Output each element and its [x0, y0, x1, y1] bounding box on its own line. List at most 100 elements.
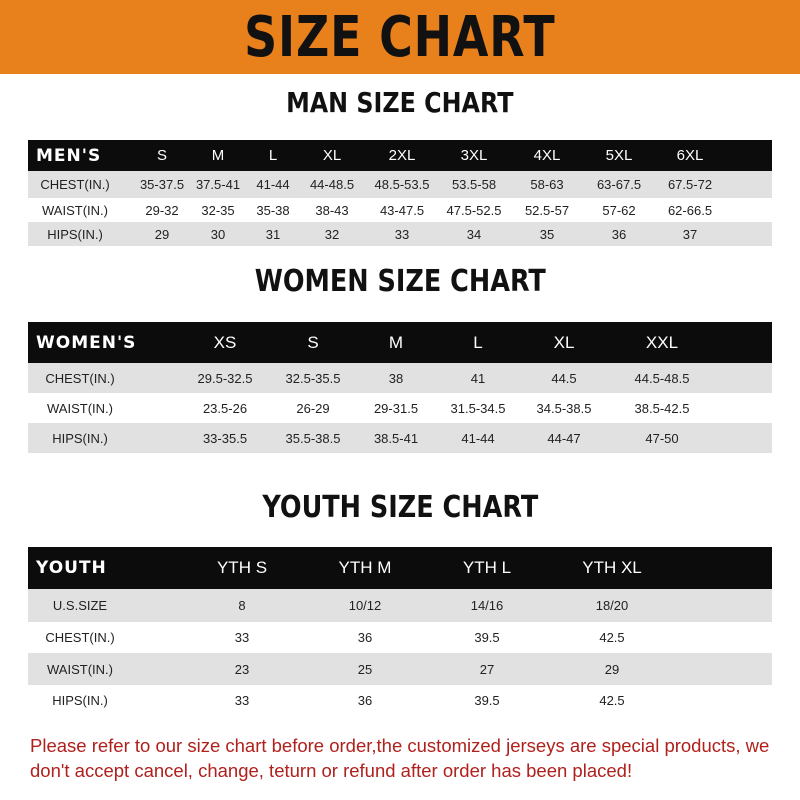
table-row: CHEST(IN.) 29.5-32.5 32.5-35.5 38 41 44.5 44.5… [28, 363, 772, 393]
table-cell: 36 [357, 693, 373, 708]
table-cell: 23.5-26 [202, 400, 248, 416]
size-header: XL [553, 332, 575, 352]
table-header-row: MEN'S S M L XL 2XL 3XL 4XL 5XL 6XL [28, 140, 772, 171]
table-cell: 32 [324, 226, 340, 242]
table-cell: 29-31.5 [373, 400, 419, 416]
women-size-table: WOMEN'S XS S M L XL XXL CHEST(IN.) 29.5-32.5 32.5… [28, 322, 772, 453]
table-cell: 14/16 [470, 598, 504, 613]
size-header: S [307, 332, 319, 352]
size-header: 6XL [676, 147, 704, 164]
table-cell: 42.5 [599, 630, 625, 645]
table-cell: 44-47 [547, 430, 581, 446]
size-header: M [211, 147, 225, 164]
table-cell: 37 [682, 226, 698, 242]
table-cell: 27 [479, 661, 495, 677]
title-text: MAN SIZE CHART [286, 86, 514, 119]
table-cell: 44.5 [551, 370, 577, 386]
table-cell: 52.5-57 [524, 202, 570, 218]
table-cell: 43-47.5 [379, 202, 425, 218]
table-cell: 32-35 [201, 202, 235, 218]
size-header: 3XL [460, 147, 488, 164]
size-header: 5XL [605, 147, 633, 164]
row-label: U.S.SIZE [52, 598, 108, 613]
table-row: WAIST(IN.) 23 25 27 29 [28, 653, 772, 685]
table-cell: 57-62 [602, 202, 636, 218]
table-cell: 39.5 [474, 630, 500, 645]
table-cell: 38.5-42.5 [634, 400, 690, 416]
table-cell: 34 [466, 226, 482, 242]
size-header: M [388, 332, 404, 352]
table-cell: 29-32 [145, 202, 179, 218]
table-cell: 25 [357, 661, 373, 677]
banner: SIZE CHART [0, 0, 800, 74]
order-note: Please refer to our size chart before or… [30, 735, 770, 781]
table-cell: 38.5-41 [373, 430, 419, 446]
table-cell: 18/20 [595, 598, 629, 613]
size-header: YTH XL [582, 558, 642, 577]
row-label: WAIST(IN.) [47, 661, 113, 677]
table-cell: 42.5 [599, 693, 625, 708]
table-header-row: WOMEN'S XS S M L XL XXL [28, 322, 772, 363]
table-cell: 23 [234, 661, 250, 677]
table-row: CHEST(IN.) 33 36 39.5 42.5 [28, 622, 772, 653]
table-cell: 33-35.5 [202, 430, 248, 446]
row-label: CHEST(IN.) [40, 177, 110, 192]
table-cell: 36 [611, 226, 627, 242]
table-cell: 29 [604, 661, 620, 677]
table-cell: 53.5-58 [451, 177, 497, 192]
table-cell: 33 [234, 630, 250, 645]
table-row: CHEST(IN.) 35-37.5 37.5-41 41-44 44-48.5 48.5… [28, 171, 772, 198]
row-label: WAIST(IN.) [47, 400, 113, 416]
size-header: XXL [645, 332, 679, 352]
size-header: YTH M [338, 558, 392, 577]
table-cell: 31.5-34.5 [450, 400, 506, 416]
table-row: HIPS(IN.) 29 30 31 32 33 34 35 36 37 [28, 222, 772, 246]
row-label: HIPS(IN.) [52, 693, 108, 708]
table-cell: 31 [265, 226, 281, 242]
table-cell: 41-44 [461, 430, 495, 446]
row-label: WAIST(IN.) [42, 202, 108, 218]
man-size-table: MEN'S S M L XL 2XL 3XL 4XL 5XL 6XL CHEST(IN.) 35-37… [28, 140, 772, 246]
row-label: CHEST(IN.) [45, 370, 115, 386]
size-header: S [156, 147, 168, 164]
table-cell: 29.5-32.5 [197, 370, 253, 386]
banner-title: SIZE CHART [244, 4, 556, 70]
size-header: L [268, 147, 278, 164]
size-header: 2XL [388, 147, 416, 164]
row-label: HIPS(IN.) [47, 226, 103, 242]
title-text: WOMEN SIZE CHART [254, 264, 546, 299]
table-cell: 44.5-48.5 [634, 370, 690, 386]
row-label: CHEST(IN.) [45, 630, 115, 645]
table-header-row: YOUTH YTH S YTH M YTH L YTH XL [28, 547, 772, 589]
size-header: L [473, 332, 483, 352]
table-cell: 35-38 [256, 202, 290, 218]
table-row: WAIST(IN.) 23.5-26 26-29 29-31.5 31.5-34.5 34… [28, 393, 772, 423]
table-cell: 35 [539, 226, 555, 242]
table-cell: 38 [388, 370, 404, 386]
man-chart-title: MAN SIZE CHART [0, 86, 800, 119]
table-cell: 41 [470, 370, 486, 386]
table-cell: 39.5 [474, 693, 500, 708]
table-cell: 37.5-41 [195, 177, 241, 192]
table-cell: 35.5-38.5 [285, 430, 341, 446]
table-cell: 29 [154, 226, 170, 242]
table-cell: 32.5-35.5 [285, 370, 341, 386]
title-text: YOUTH SIZE CHART [262, 490, 538, 525]
table-cell: 48.5-53.5 [374, 177, 430, 192]
size-header: YTH S [216, 558, 268, 577]
header-label: MEN'S [36, 145, 102, 166]
row-label: HIPS(IN.) [52, 430, 108, 446]
table-cell: 33 [234, 693, 250, 708]
table-row: WAIST(IN.) 29-32 32-35 35-38 38-43 43-47.5 47.… [28, 198, 772, 222]
table-cell: 41-44 [256, 177, 290, 192]
table-cell: 36 [357, 630, 373, 645]
table-cell: 33 [394, 226, 410, 242]
table-cell: 67.5-72 [667, 177, 713, 192]
youth-chart-title: YOUTH SIZE CHART [0, 490, 800, 525]
table-cell: 10/12 [348, 598, 382, 613]
women-chart-title: WOMEN SIZE CHART [0, 264, 800, 299]
table-cell: 58-63 [530, 177, 564, 192]
header-label: WOMEN'S [36, 332, 137, 353]
table-cell: 34.5-38.5 [536, 400, 592, 416]
table-cell: 38-43 [315, 202, 349, 218]
